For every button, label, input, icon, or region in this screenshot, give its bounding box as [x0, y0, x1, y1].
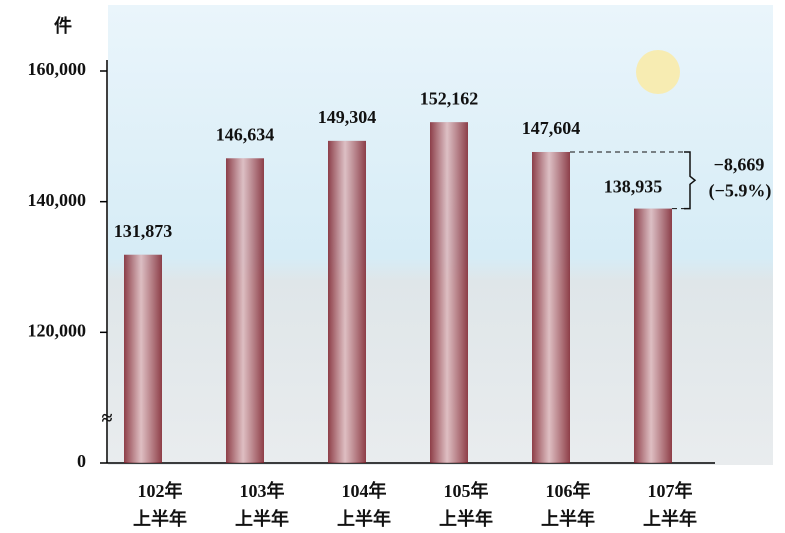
y-tick-label: 160,000	[28, 59, 87, 79]
x-tick-label: 102年	[138, 480, 183, 501]
y-tick-label: 0	[77, 451, 86, 471]
x-tick-label: 107年	[648, 480, 693, 501]
bar-shine	[532, 151, 570, 464]
x-tick-label: 106年	[546, 480, 591, 501]
x-tick-label: 上半年	[133, 508, 187, 529]
value-label: 138,935	[604, 177, 663, 197]
bar-shine	[226, 158, 264, 464]
y-tick-label: 120,000	[28, 320, 87, 340]
sun	[636, 50, 680, 94]
value-label: 149,304	[318, 107, 377, 127]
value-label: 146,634	[216, 124, 275, 144]
value-label: 131,873	[114, 221, 173, 241]
x-tick-label: 105年	[444, 480, 489, 501]
x-tick-label: 上半年	[439, 508, 493, 529]
percent-label: (−5.9%)	[709, 180, 772, 201]
x-tick-label: 上半年	[643, 508, 697, 529]
bar-shine	[124, 254, 162, 463]
bracket	[684, 151, 697, 210]
value-label: 147,604	[522, 118, 581, 138]
x-tick-label: 上半年	[235, 508, 289, 529]
x-tick-label: 上半年	[541, 508, 595, 529]
value-label: 152,162	[420, 88, 479, 108]
bar-shine	[430, 122, 468, 464]
y-tick-label: 140,000	[28, 190, 87, 210]
x-tick-label: 103年	[240, 480, 285, 501]
x-tick-label: 104年	[342, 480, 387, 501]
axis-break: ≈	[102, 408, 113, 430]
change-label: −8,669	[714, 154, 765, 174]
x-tick-label: 上半年	[337, 508, 391, 529]
y-axis-label: 件	[54, 15, 72, 36]
bar-shine	[328, 140, 366, 463]
bar-shine	[634, 208, 672, 463]
